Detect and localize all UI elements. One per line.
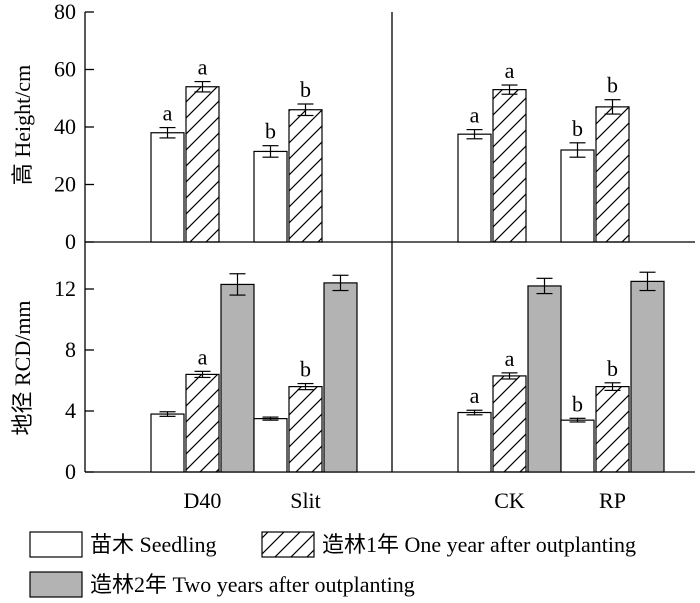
- y-tick-label: 60: [54, 57, 76, 82]
- bar-height-s1-Slit: [288, 109, 323, 243]
- bar-rcd-s1-Slit: [288, 386, 323, 473]
- sig-letter-rcd: a: [198, 344, 208, 369]
- y-tick-label: 4: [65, 398, 76, 423]
- bar-height-s0-D40: [150, 132, 185, 243]
- y-axis-label-rcd: 地径 RCD/mm: [10, 300, 35, 435]
- bar-rcd-s2-Slit: [323, 282, 358, 473]
- bar-height-s1-CK: [492, 89, 527, 243]
- legend-swatch: [29, 571, 83, 598]
- y-tick-label: 12: [54, 276, 76, 301]
- bar-rcd-s0-Slit: [253, 418, 288, 473]
- sig-letter-rcd: b: [572, 391, 583, 416]
- bar-rcd-s1-RP: [595, 386, 630, 473]
- bar-rcd-s2-D40: [220, 283, 255, 473]
- y-tick-label: 40: [54, 114, 76, 139]
- sig-letter-height: b: [607, 73, 618, 98]
- category-label: RP: [599, 488, 626, 513]
- legend-swatch: [29, 531, 83, 558]
- category-label: Slit: [290, 488, 321, 513]
- y-axis-label-height: 高 Height/cm: [10, 65, 35, 185]
- bar-rcd-s2-CK: [527, 285, 562, 473]
- sig-letter-height: b: [300, 77, 311, 102]
- legend-label: 苗木 Seedling: [90, 532, 217, 557]
- sig-letter-rcd: a: [505, 346, 515, 371]
- bar-height-s1-RP: [595, 106, 630, 243]
- sig-letter-height: a: [163, 101, 173, 126]
- bar-rcd-s1-D40: [185, 373, 220, 473]
- y-tick-label: 0: [65, 459, 76, 484]
- bar-height-s1-D40: [185, 86, 220, 243]
- legend-swatch: [261, 531, 315, 558]
- category-label: CK: [494, 488, 525, 513]
- sig-letter-height: b: [572, 116, 583, 141]
- y-tick-label: 80: [54, 0, 76, 24]
- sig-letter-rcd: b: [300, 357, 311, 382]
- bar-rcd-s2-RP: [630, 280, 665, 473]
- sig-letter-height: a: [470, 103, 480, 128]
- bar-height-s0-Slit: [253, 150, 288, 243]
- sig-letter-height: a: [505, 58, 515, 83]
- bar-height-s0-CK: [457, 133, 492, 243]
- y-tick-label: 0: [65, 229, 76, 254]
- y-tick-label: 8: [65, 337, 76, 362]
- y-tick-label: 20: [54, 172, 76, 197]
- bar-height-s0-RP: [560, 149, 595, 243]
- legend-label: 造林1年 One year after outplanting: [322, 532, 636, 557]
- bar-rcd-s0-CK: [457, 411, 492, 473]
- sig-letter-rcd: a: [470, 383, 480, 408]
- category-label: D40: [184, 488, 222, 513]
- legend-label: 造林2年 Two years after outplanting: [90, 572, 415, 597]
- bar-rcd-s1-CK: [492, 375, 527, 473]
- sig-letter-rcd: b: [607, 356, 618, 381]
- bar-rcd-s0-D40: [150, 413, 185, 473]
- bar-rcd-s0-RP: [560, 419, 595, 473]
- sig-letter-height: a: [198, 55, 208, 80]
- sig-letter-height: b: [265, 119, 276, 144]
